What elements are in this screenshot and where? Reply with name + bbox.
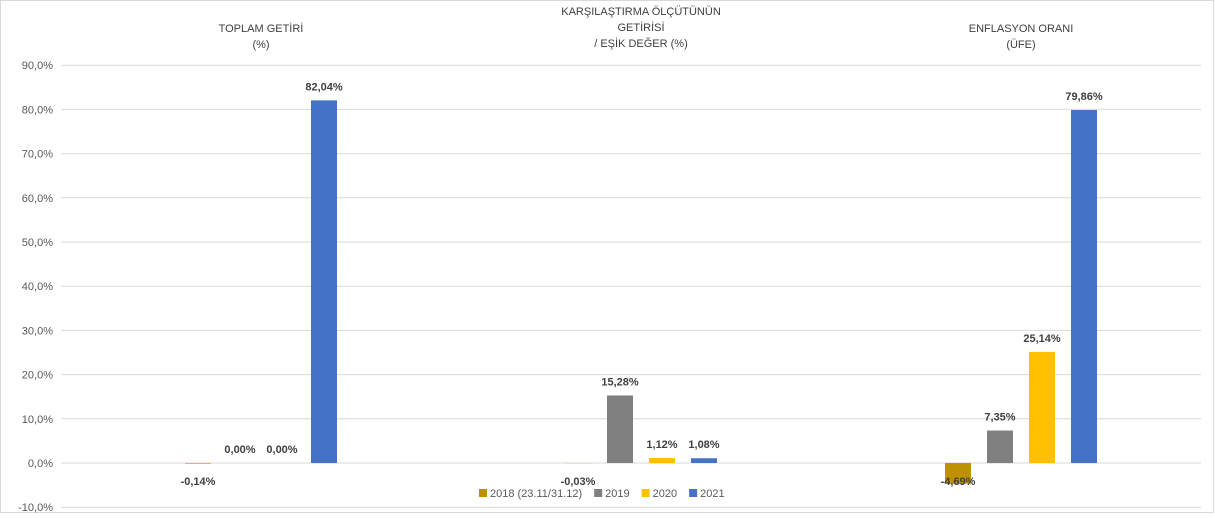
data-label: 0,00% [266, 444, 297, 456]
category-title: GETİRİSİ [617, 21, 664, 34]
bar [987, 431, 1013, 463]
legend-label: 2021 [700, 488, 724, 500]
bar [311, 100, 337, 463]
data-label: 15,28% [601, 376, 639, 388]
legend-label: 2019 [605, 488, 629, 500]
y-tick-label: 30,0% [22, 325, 53, 337]
legend-swatch [642, 489, 650, 497]
legend-item[interactable]: 2021 [689, 488, 724, 500]
bar [607, 395, 633, 463]
category-title: / EŞİK DEĞER (%) [594, 37, 688, 50]
bar [649, 458, 675, 463]
y-tick-label: 60,0% [22, 193, 53, 205]
y-tick-label: 40,0% [22, 281, 53, 293]
y-tick-label: 10,0% [22, 414, 53, 426]
data-label: 79,86% [1065, 91, 1103, 103]
legend-label: 2020 [653, 488, 677, 500]
category-title: ENFLASYON ORANI [969, 23, 1074, 35]
legend-swatch [594, 489, 602, 497]
data-label: 82,04% [305, 81, 343, 93]
legend[interactable]: 2018 (23.11/31.12) 2019 2020 2021 [479, 488, 725, 500]
legend-item[interactable]: 2019 [594, 488, 629, 500]
bar [185, 463, 211, 464]
legend-item[interactable]: 2020 [642, 488, 677, 500]
data-label: -0,03% [561, 476, 596, 488]
category-title: TOPLAM GETİRİ [219, 22, 304, 35]
y-tick-label: 70,0% [22, 149, 53, 161]
legend-swatch [479, 489, 487, 497]
data-label: 25,14% [1023, 333, 1061, 345]
data-label: 1,12% [646, 439, 677, 451]
data-label: -4,69% [941, 476, 976, 488]
data-label: 0,00% [224, 444, 255, 456]
bar [1071, 110, 1097, 463]
y-tick-label: 80,0% [22, 104, 53, 116]
bars [185, 100, 1097, 483]
bar [691, 458, 717, 463]
legend-item[interactable]: 2018 (23.11/31.12) [479, 488, 582, 500]
data-label: 1,08% [688, 439, 719, 451]
y-tick-label: 20,0% [22, 370, 53, 382]
legend-label: 2018 (23.11/31.12) [490, 488, 582, 500]
data-label: -0,14% [181, 476, 216, 488]
y-axis: -10,0% 0,0% 10,0% 20,0% 30,0% 40,0% 50,0% 60,0%… [18, 60, 53, 513]
y-tick-label: 50,0% [22, 237, 53, 249]
y-tick-label: 90,0% [22, 60, 53, 72]
category-titles: TOPLAM GETİRİ (%) KARŞILAŞTIRMA ÖLÇÜTÜNÜN G… [219, 6, 1074, 51]
category-title: KARŞILAŞTIRMA ÖLÇÜTÜNÜN [561, 6, 721, 18]
category-title: (%) [252, 39, 269, 51]
bar [1029, 352, 1055, 463]
y-tick-label: -10,0% [18, 502, 53, 513]
category-title: (ÜFE) [1006, 39, 1035, 51]
legend-swatch [689, 489, 697, 497]
data-label: 7,35% [984, 412, 1015, 424]
y-tick-label: 0,0% [28, 458, 53, 470]
